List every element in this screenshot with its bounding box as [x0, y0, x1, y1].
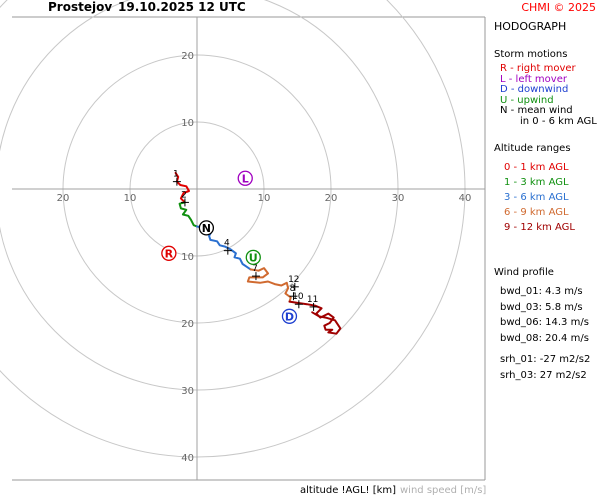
- altitude-label: altitude !AGL! [km]: [300, 485, 397, 496]
- y-tick-label: 20: [181, 319, 194, 330]
- legend-panel: HODOGRAPH Storm motions R - right mover L…: [494, 20, 600, 235]
- x-tick-label: 40: [459, 193, 472, 204]
- altitude-ranges-list: 0 - 1 km AGL 1 - 3 km AGL 3 - 6 km AGL 6 - …: [494, 160, 600, 235]
- altitude-label: 10: [292, 292, 304, 302]
- wind-profile-item: bwd_08: 20.4 m/s: [500, 332, 589, 344]
- date-time: 19.10.2025 12 UTC: [118, 0, 246, 14]
- storm-motions-title: Storm motions: [494, 49, 568, 60]
- storm-marker-u: [245, 249, 261, 265]
- storm-marker-d: [281, 308, 298, 324]
- hodograph-segment-4: [246, 267, 292, 303]
- storm-motions-list: R - right mover L - left mover D - downwin…: [494, 63, 600, 127]
- wind-profile-panel: Wind profile bwd_01: 4.3 m/s bwd_03: 5.8 …: [494, 267, 590, 383]
- storm-marker-r: [161, 245, 177, 261]
- storm-marker-l: [237, 170, 253, 186]
- x-tick-label: 10: [124, 193, 137, 204]
- altitude-range-item: 0 - 1 km AGL: [504, 162, 569, 173]
- station-name: Prostejov: [48, 0, 113, 14]
- x-tick-label: 10: [258, 193, 271, 204]
- credit-link[interactable]: CHMI © 2025: [521, 1, 596, 14]
- y-tick-label: 30: [181, 386, 194, 397]
- storm-motion-item: N - mean wind in 0 - 6 km AGL: [494, 105, 600, 127]
- wind-speed-label: wind speed [m/s]: [400, 485, 487, 496]
- storm-motion-text: N - mean wind: [500, 105, 573, 116]
- storm-marker-letter: U: [249, 251, 258, 264]
- altitude-range-item: 6 - 9 km AGL: [504, 207, 569, 218]
- storm-motion-text: D - downwind: [500, 84, 569, 95]
- altitude-label: 7: [252, 264, 258, 274]
- altitude-ranges-title: Altitude ranges: [494, 143, 571, 154]
- hodograph-segment-2: [178, 201, 198, 228]
- storm-marker-letter: R: [165, 247, 174, 260]
- storm-marker-letter: L: [242, 172, 249, 185]
- y-tick-label: 10: [181, 118, 194, 129]
- storm-marker-letter: N: [202, 222, 211, 235]
- storm-motion-item: U - upwind: [494, 94, 600, 107]
- storm-motion-text: R - right mover: [500, 63, 576, 74]
- y-tick-label: 40: [181, 453, 194, 464]
- ring-40: [0, 0, 466, 458]
- altitude-label: 2: [181, 190, 187, 200]
- storm-motion-item: L - left mover: [494, 73, 600, 86]
- y-tick-label: 10: [181, 252, 194, 263]
- altitude-label: 4: [224, 239, 230, 249]
- x-tick-label: 30: [392, 193, 405, 204]
- srh-item: srh_01: -27 m2/s2: [500, 354, 591, 365]
- x-tick-label: 20: [325, 193, 338, 204]
- altitude-label: 11: [307, 295, 318, 305]
- storm-motion-item: R - right mover: [494, 63, 600, 75]
- hodograph-segment-1: [174, 171, 190, 204]
- altitude-label: 1: [173, 170, 179, 180]
- hodograph-title: HODOGRAPH: [494, 20, 567, 33]
- x-tick-label: 20: [57, 193, 70, 204]
- wind-profile-title: Wind profile: [494, 267, 554, 278]
- wind-profile-item: bwd_03: 5.8 m/s: [500, 301, 583, 313]
- storm-motion-item: D - downwind: [494, 84, 600, 96]
- wind-profile-item: bwd_01: 4.3 m/s: [500, 286, 583, 297]
- wind-profile-item: bwd_06: 14.3 m/s: [500, 317, 589, 328]
- y-tick-label: 20: [181, 51, 194, 62]
- storm-marker-n: [198, 220, 215, 236]
- srh-item: srh_03: 27 m2/s2: [500, 369, 587, 381]
- altitude-range-item: 1 - 3 km AGL: [504, 177, 569, 188]
- wind-profile-list: bwd_01: 4.3 m/s bwd_03: 5.8 m/s bwd_06: 14…: [494, 284, 590, 383]
- storm-motion-text: U - upwind: [500, 94, 554, 106]
- altitude-range-item: 3 - 6 km AGL: [504, 192, 569, 203]
- altitude-label: 8: [290, 284, 296, 294]
- altitude-label: 12: [288, 275, 299, 285]
- storm-marker-letter: D: [285, 310, 294, 323]
- hodograph-segment-5: [288, 300, 342, 335]
- storm-motion-cont: in 0 - 6 km AGL: [520, 115, 597, 127]
- storm-motion-text: L - left mover: [500, 73, 567, 85]
- altitude-range-item: 9 - 12 km AGL: [504, 222, 575, 233]
